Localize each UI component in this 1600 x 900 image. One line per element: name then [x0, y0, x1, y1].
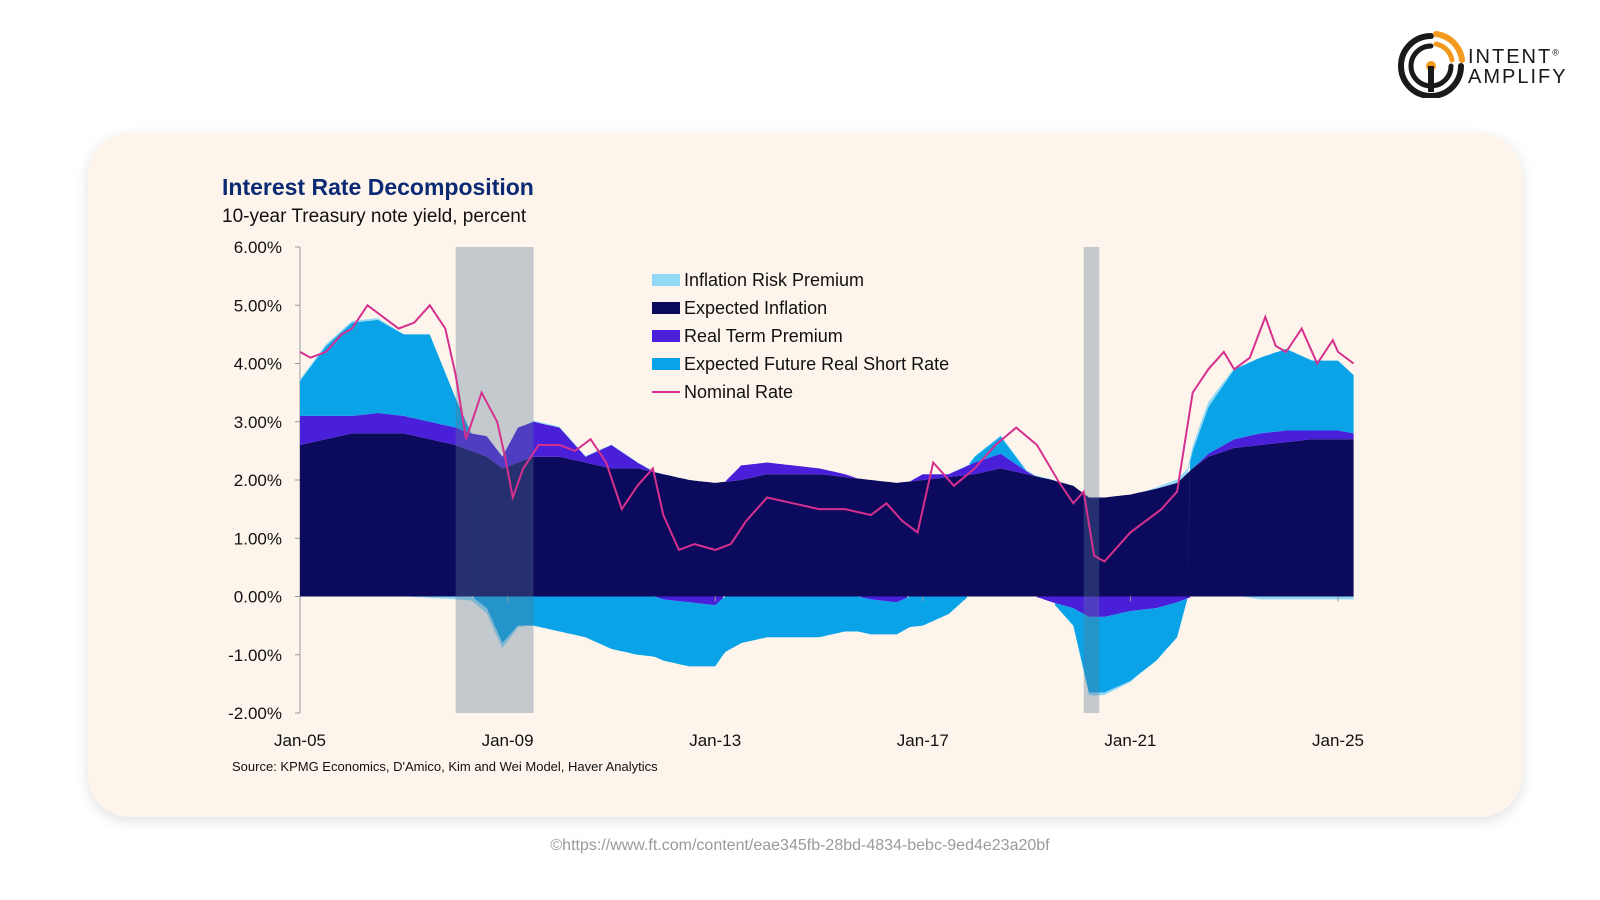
y-tick-label: 2.00% [234, 471, 282, 490]
y-tick-label: 5.00% [234, 296, 282, 315]
y-tick-label: 3.00% [234, 413, 282, 432]
chart-subtitle: 10-year Treasury note yield, percent [222, 206, 527, 227]
x-tick-label: Jan-05 [274, 731, 326, 750]
area-real-term-premium [300, 413, 1354, 617]
y-tick-label: -2.00% [228, 704, 282, 723]
image-credit[interactable]: ©https://www.ft.com/content/eae345fb-28b… [550, 837, 1050, 854]
legend-swatch-real-term-premium [652, 330, 680, 342]
chart-title: Interest Rate Decomposition [222, 174, 534, 200]
legend-swatch-inflation-risk-premium [652, 274, 680, 286]
legend-label-expected-future-real-short-rate: Expected Future Real Short Rate [684, 354, 949, 374]
y-tick-label: 6.00% [234, 238, 282, 257]
x-tick-label: Jan-17 [897, 731, 949, 750]
y-tick-label: 1.00% [234, 529, 282, 548]
y-tick-label: -1.00% [228, 646, 282, 665]
legend-label-real-term-premium: Real Term Premium [684, 326, 843, 346]
recession-band-2 [1083, 247, 1100, 713]
line-nominal-rate [299, 303, 1355, 563]
area-expected-inflation [300, 433, 1354, 597]
legend-label-nominal-rate: Nominal Rate [684, 382, 793, 402]
x-tick-label: Jan-09 [482, 731, 534, 750]
x-tick-label: Jan-21 [1104, 731, 1156, 750]
brand-logo: INTENT® AMPLIFY [1396, 28, 1576, 99]
brand-line1: INTENT [1468, 46, 1553, 68]
legend-swatch-expected-future-real-short-rate [652, 358, 680, 370]
y-tick-label: 4.00% [234, 355, 282, 374]
recession-band-1 [455, 247, 534, 713]
legend-label-inflation-risk-premium: Inflation Risk Premium [684, 270, 864, 290]
legend-swatch-expected-inflation [652, 302, 680, 314]
area-expected-future-real-short-rate [300, 319, 1354, 693]
x-tick-label: Jan-25 [1312, 731, 1364, 750]
legend-label-expected-inflation: Expected Inflation [684, 298, 827, 318]
chart-source: Source: KPMG Economics, D'Amico, Kim and… [232, 759, 658, 774]
brand-reg-mark: ® [1552, 47, 1559, 58]
y-tick-label: 0.00% [234, 588, 282, 607]
brand-line2: AMPLIFY [1468, 66, 1568, 88]
brand-logo-icon [1398, 31, 1465, 99]
x-tick-label: Jan-13 [689, 731, 741, 750]
